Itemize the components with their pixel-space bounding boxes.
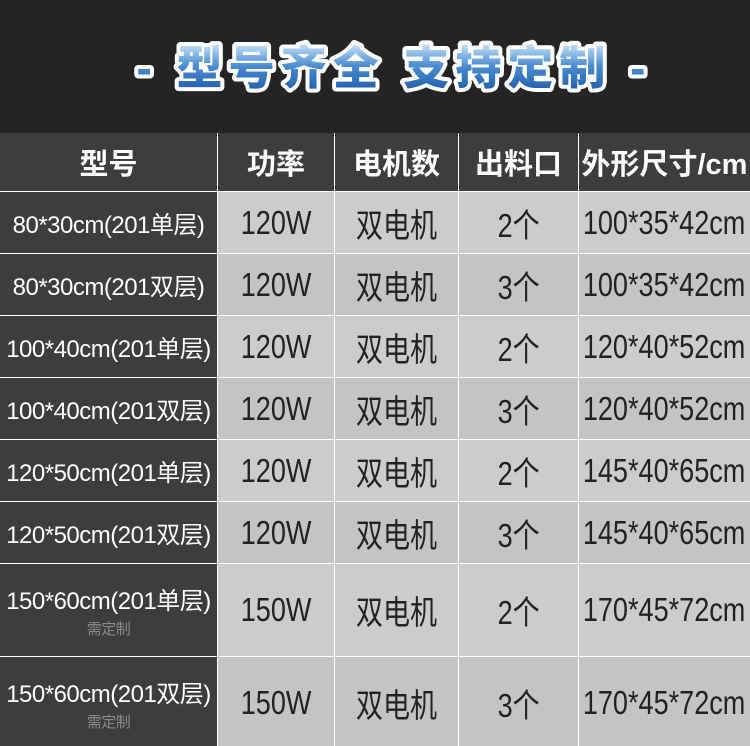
svg-text:- 型号齐全 支持定制 -: - 型号齐全 支持定制 - bbox=[137, 42, 652, 94]
